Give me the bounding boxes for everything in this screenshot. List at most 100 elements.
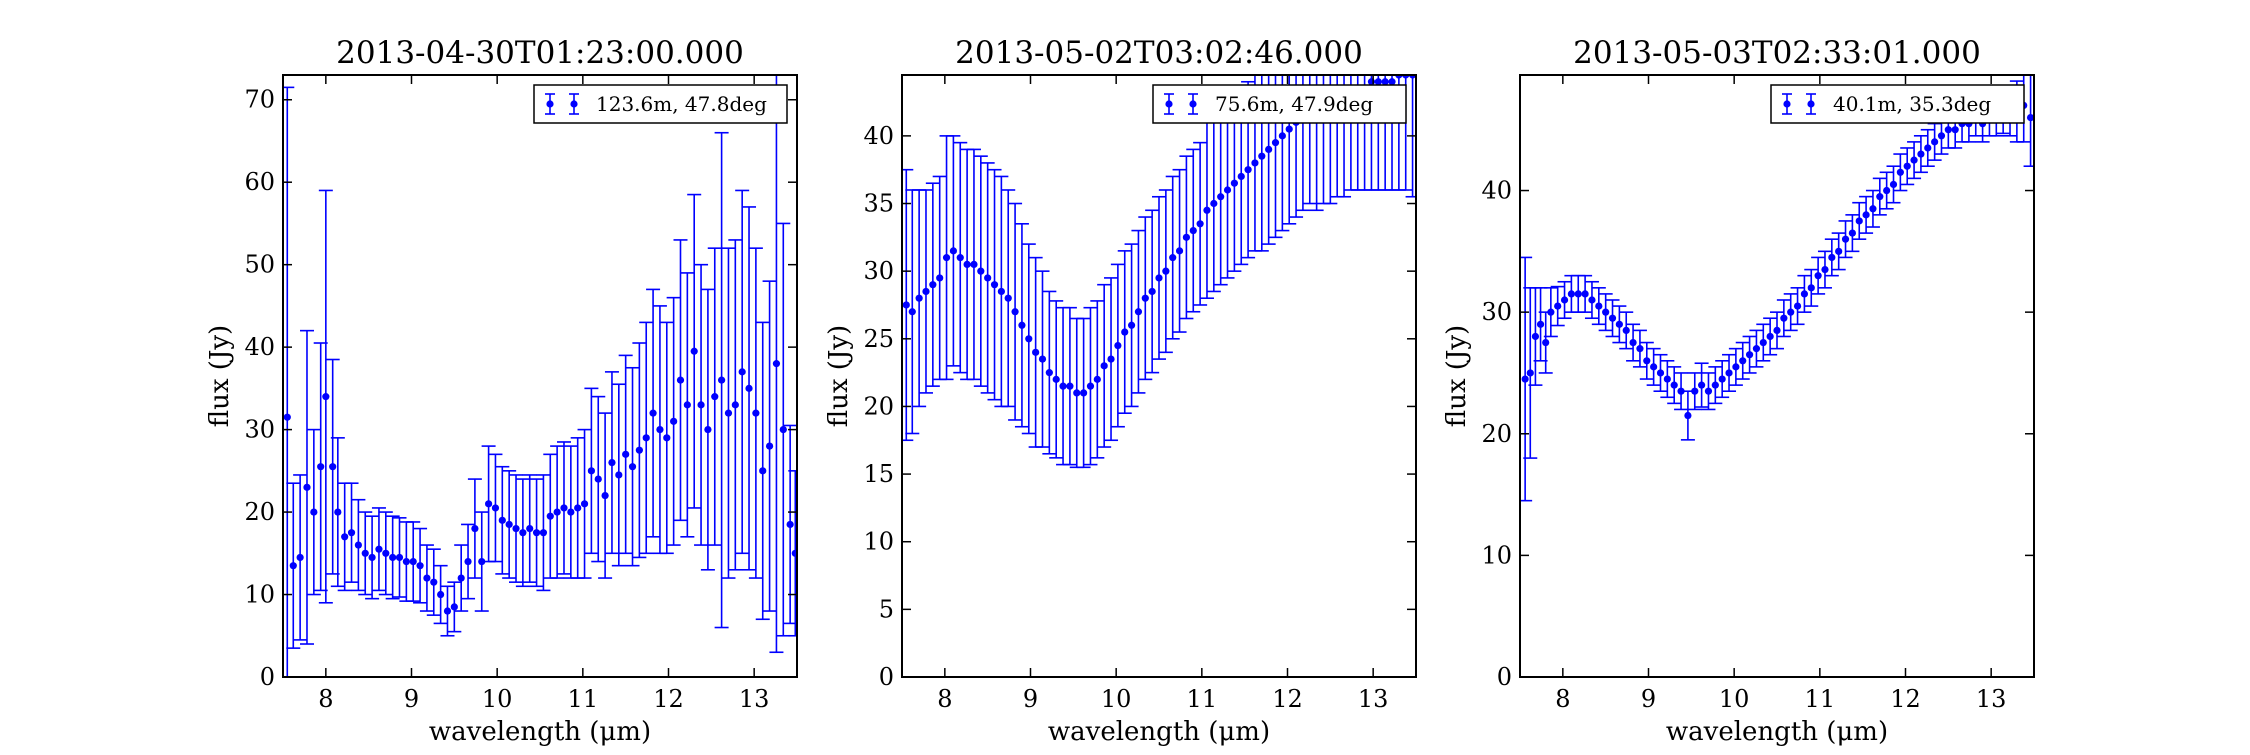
y-tick-label: 0 xyxy=(260,663,275,691)
data-point xyxy=(574,504,582,512)
data-point xyxy=(1251,159,1259,167)
legend-marker xyxy=(1165,100,1173,108)
data-point xyxy=(402,557,410,566)
data-point xyxy=(628,463,637,471)
chart-title: 2013-05-03T02:33:01.000 xyxy=(1573,35,1981,71)
data-point xyxy=(1889,180,1898,189)
data-point xyxy=(1093,375,1101,383)
data-point xyxy=(759,467,767,475)
y-tick-label: 10 xyxy=(1481,541,1512,569)
data-point xyxy=(1841,235,1850,243)
y-tick-label: 40 xyxy=(1481,177,1512,205)
x-tick-label: 10 xyxy=(482,685,513,713)
data-point xyxy=(1521,375,1529,383)
data-point xyxy=(704,426,712,434)
plot-data xyxy=(283,75,797,677)
data-point xyxy=(375,545,383,553)
errorbar xyxy=(1405,75,1416,198)
data-point xyxy=(1602,308,1610,316)
data-point xyxy=(1265,145,1273,154)
data-point xyxy=(1725,369,1733,377)
legend-marker xyxy=(1189,100,1197,108)
legend-marker xyxy=(570,100,578,108)
data-point xyxy=(1531,332,1540,341)
data-point xyxy=(1800,290,1809,298)
data-point xyxy=(450,603,458,611)
data-point xyxy=(1258,152,1266,160)
data-point xyxy=(1615,320,1623,328)
data-point xyxy=(1574,290,1582,298)
data-point xyxy=(1588,296,1596,304)
data-point xyxy=(423,574,431,582)
data-point xyxy=(1025,335,1033,343)
data-point xyxy=(1718,375,1726,383)
data-point xyxy=(752,409,760,417)
data-point xyxy=(1182,233,1191,241)
legend: 75.6m, 47.9deg xyxy=(1152,84,1407,124)
data-point xyxy=(395,553,404,562)
data-point xyxy=(512,524,520,533)
data-point xyxy=(1052,375,1060,383)
data-point xyxy=(1670,381,1678,389)
data-point xyxy=(635,446,643,454)
data-point xyxy=(772,360,781,368)
data-point xyxy=(1944,126,1952,134)
legend-label: 75.6m, 47.9deg xyxy=(1215,92,1373,116)
data-point xyxy=(1107,355,1115,363)
data-point xyxy=(1656,369,1665,377)
y-tick-label: 10 xyxy=(863,528,894,556)
data-point xyxy=(1011,308,1019,316)
data-point xyxy=(1080,389,1088,397)
data-point xyxy=(1636,345,1644,353)
x-tick-label: 8 xyxy=(937,685,952,713)
data-point xyxy=(347,529,356,537)
data-point xyxy=(997,287,1005,296)
data-point xyxy=(765,442,774,450)
data-point xyxy=(990,281,999,289)
data-point xyxy=(670,417,678,425)
data-point xyxy=(1237,172,1245,181)
data-point xyxy=(1698,381,1706,389)
data-point xyxy=(1732,363,1740,371)
data-point xyxy=(1134,308,1143,316)
data-point xyxy=(1745,351,1754,359)
data-point xyxy=(970,260,978,268)
y-tick-label: 30 xyxy=(244,416,275,444)
data-point xyxy=(1917,150,1925,158)
data-point xyxy=(1780,314,1788,322)
data-point xyxy=(1622,326,1630,334)
data-point xyxy=(1223,186,1232,194)
data-point xyxy=(1855,217,1863,225)
y-tick-label: 20 xyxy=(1481,420,1512,448)
data-point xyxy=(587,467,596,475)
data-point xyxy=(922,287,930,296)
data-point xyxy=(1773,326,1781,334)
chart-panel-3: 8 9 10 11 12 13 0 10 20 30 40 2013-05-03T02:33:01.0… xyxy=(1442,35,2035,747)
data-point xyxy=(1711,381,1719,389)
legend-marker xyxy=(1783,100,1791,108)
data-point xyxy=(1141,294,1149,302)
x-tick-label: 10 xyxy=(1101,685,1132,713)
data-point xyxy=(546,512,554,520)
x-tick-label: 9 xyxy=(1023,685,1038,713)
data-point xyxy=(949,247,958,255)
data-point xyxy=(416,562,424,570)
x-tick-label: 12 xyxy=(653,685,684,713)
x-tick-label: 11 xyxy=(1187,685,1218,713)
data-point xyxy=(936,274,944,282)
data-point xyxy=(1059,382,1067,390)
y-axis-label: flux (Jy) xyxy=(824,325,854,427)
data-point xyxy=(437,590,445,599)
data-point xyxy=(731,401,739,409)
data-point xyxy=(1155,274,1163,282)
y-tick-label: 15 xyxy=(863,460,894,488)
data-point xyxy=(1210,199,1218,208)
data-point xyxy=(791,549,797,557)
data-point xyxy=(622,450,630,458)
data-point xyxy=(601,491,609,500)
y-tick-label: 40 xyxy=(863,122,894,150)
data-point xyxy=(1032,348,1040,356)
data-point xyxy=(1285,125,1293,133)
data-point xyxy=(389,553,397,562)
data-point xyxy=(676,376,685,384)
